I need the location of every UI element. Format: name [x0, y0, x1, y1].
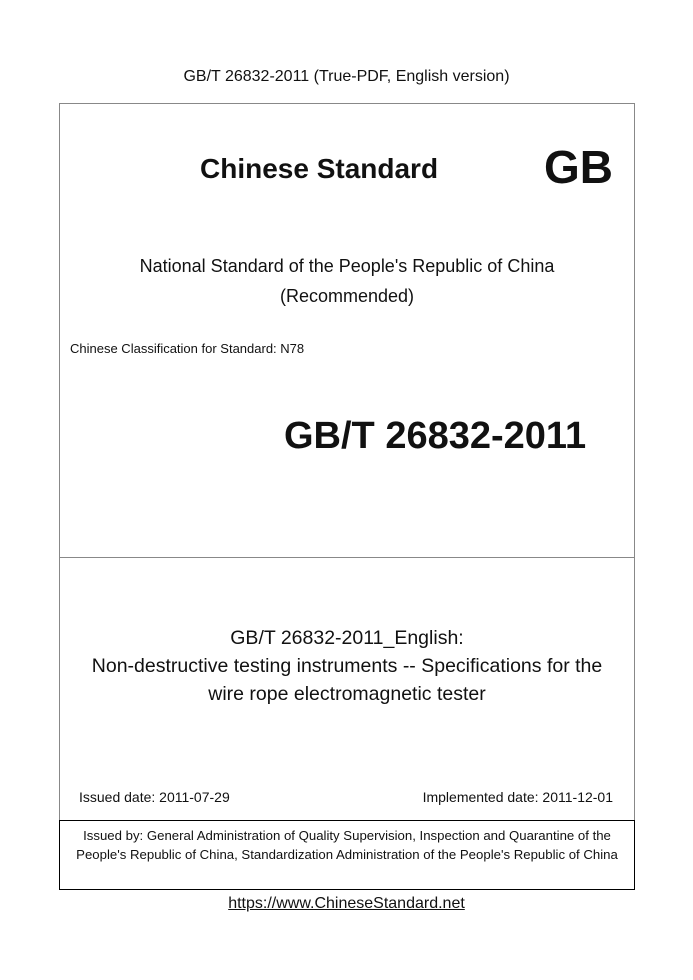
footer-link[interactable]: https://www.ChineseStandard.net: [228, 895, 465, 912]
cover-heading: Chinese Standard: [200, 153, 439, 184]
national-standard-label: National Standard of the People's Republ…: [59, 251, 635, 311]
implemented-date: Implemented date: 2011-12-01: [422, 789, 613, 805]
title-line-1: GB/T 26832-2011_English:: [230, 627, 464, 649]
standard-code: GB/T 26832-2011: [284, 415, 587, 457]
cover-frame: [59, 103, 635, 890]
document-title: GB/T 26832-2011_English: Non-destructive…: [59, 624, 635, 708]
classification: Chinese Classification for Standard: N78: [70, 341, 305, 356]
national-line-2: (Recommended): [279, 286, 415, 306]
issued-date: Issued date: 2011-07-29: [79, 789, 230, 805]
gb-badge: GB: [544, 141, 613, 193]
page-header: GB/T 26832-2011 (True-PDF, English versi…: [183, 68, 510, 85]
title-line-2: Non-destructive testing instruments -- S…: [91, 655, 603, 677]
title-line-3: wire rope electromagnetic tester: [208, 683, 486, 705]
divider: [59, 557, 635, 558]
issuer-box: Issued by: General Administration of Qua…: [59, 820, 635, 890]
national-line-1: National Standard of the People's Republ…: [139, 256, 555, 276]
